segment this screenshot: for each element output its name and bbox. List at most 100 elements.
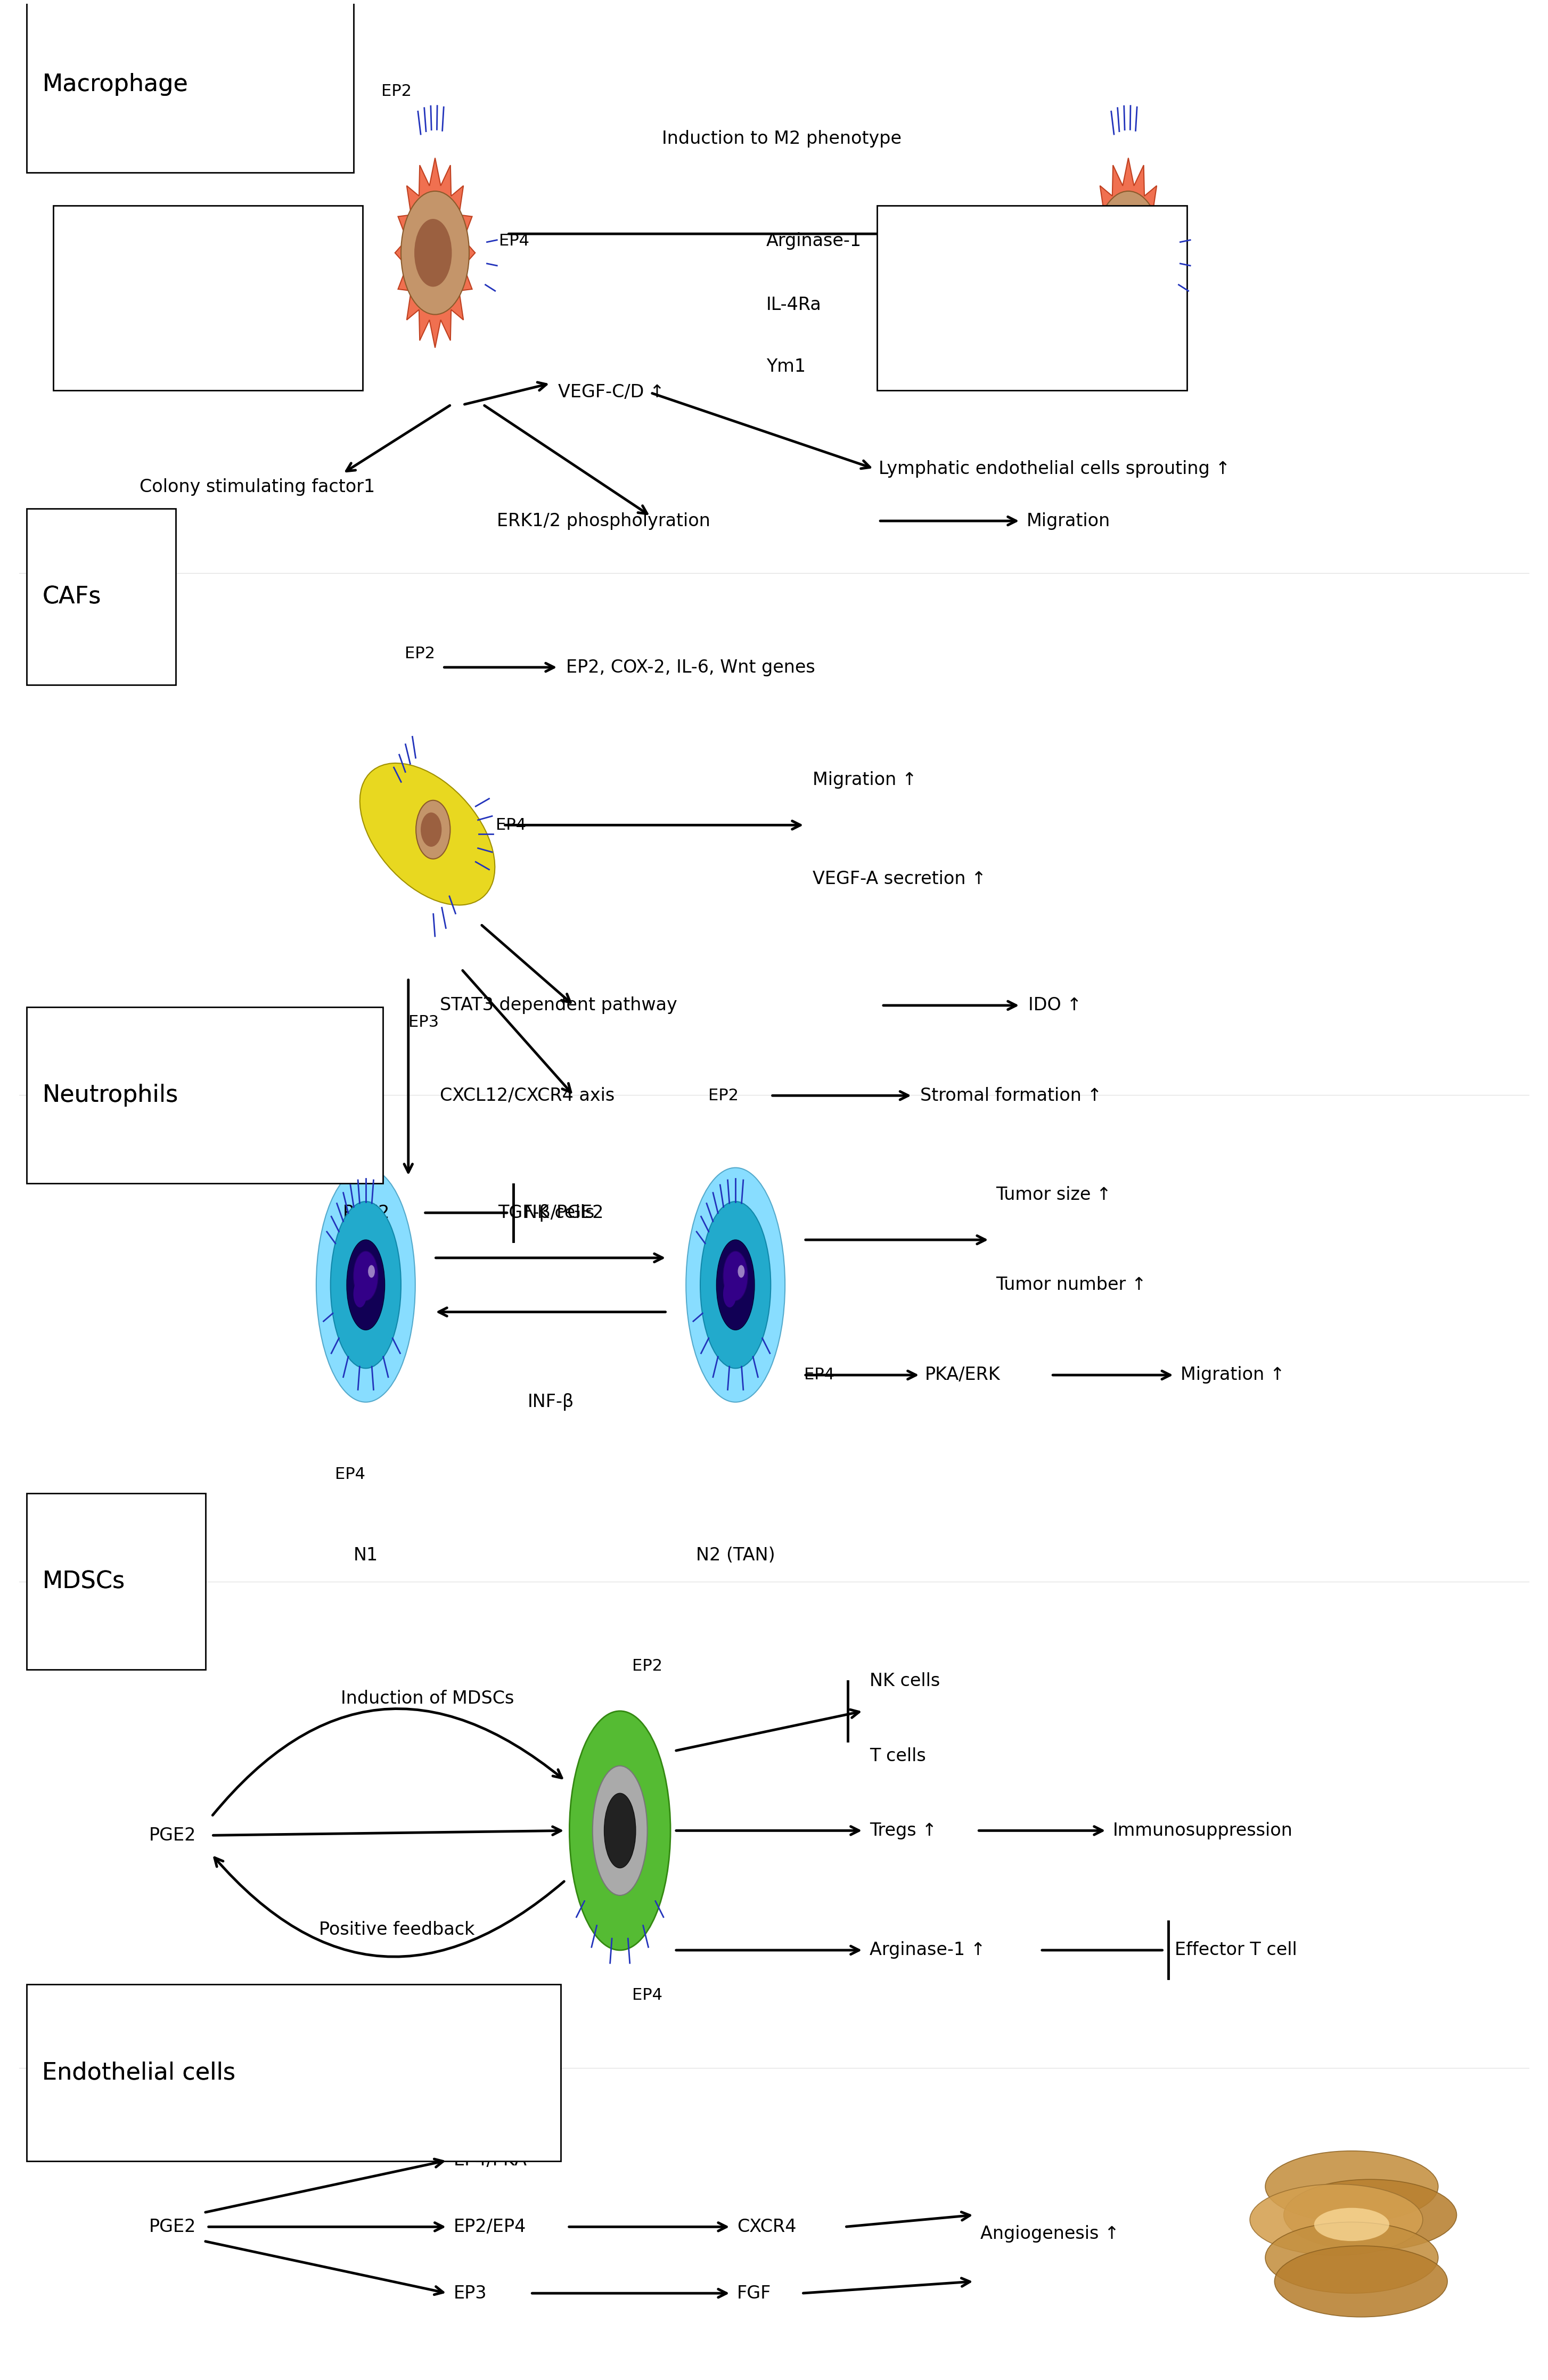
Text: Ym1: Ym1 [766, 357, 807, 376]
Text: • Tissue repair: • Tissue repair [901, 274, 1014, 288]
Text: Effector T cell: Effector T cell [1175, 1942, 1297, 1959]
Text: IL-4Ra: IL-4Ra [766, 295, 822, 314]
Text: PGE2: PGE2 [342, 1204, 390, 1221]
Ellipse shape [723, 1280, 737, 1307]
Text: • Pro-tumor: • Pro-tumor [901, 328, 992, 343]
Ellipse shape [368, 1266, 375, 1278]
Text: EP2: EP2 [381, 83, 412, 100]
Text: Induction to M2 phenotype: Induction to M2 phenotype [663, 131, 901, 148]
Text: Induction of MDSCs: Induction of MDSCs [341, 1690, 514, 1706]
Ellipse shape [347, 1240, 385, 1330]
Text: EP2, COX-2, IL-6, Wnt genes: EP2, COX-2, IL-6, Wnt genes [567, 659, 816, 676]
Text: INF-β: INF-β [528, 1392, 574, 1411]
Text: Endothelial cells: Endothelial cells [42, 2061, 235, 2085]
Text: M2 (TAM): M2 (TAM) [901, 231, 983, 250]
Text: VEGF-C/D ↑: VEGF-C/D ↑ [559, 383, 664, 400]
Text: Stromal formation ↑: Stromal formation ↑ [921, 1088, 1102, 1104]
Ellipse shape [416, 800, 450, 859]
Polygon shape [1088, 157, 1169, 347]
FancyBboxPatch shape [53, 205, 362, 390]
Polygon shape [395, 157, 475, 347]
Ellipse shape [1249, 2185, 1423, 2256]
Text: EP4/PKA: EP4/PKA [454, 2152, 526, 2168]
Text: NK cells: NK cells [523, 1204, 594, 1221]
Text: EP2/EP4: EP2/EP4 [454, 2218, 526, 2235]
Text: Macrophage: Macrophage [42, 74, 187, 95]
Text: EP4: EP4 [495, 816, 526, 833]
Text: EP4: EP4 [632, 1987, 663, 2002]
Text: PGE2: PGE2 [149, 2218, 197, 2235]
Text: EP3: EP3 [454, 2285, 486, 2301]
Text: EP2: EP2 [632, 1659, 663, 1673]
FancyBboxPatch shape [26, 0, 353, 174]
Ellipse shape [1274, 2247, 1447, 2318]
Text: Tumor size ↑: Tumor size ↑ [995, 1185, 1111, 1204]
Text: PKA/ERK: PKA/ERK [926, 1366, 1000, 1383]
FancyBboxPatch shape [26, 509, 176, 685]
Text: MDSCs: MDSCs [42, 1571, 125, 1592]
Text: Tumor number ↑: Tumor number ↑ [995, 1276, 1147, 1295]
Text: CXCR4: CXCR4 [737, 2218, 796, 2235]
Text: EP2: EP2 [339, 1088, 368, 1104]
Text: EP4: EP4 [336, 1466, 365, 1483]
Text: IDO ↑: IDO ↑ [1028, 997, 1082, 1014]
Text: Migration ↑: Migration ↑ [813, 771, 916, 788]
Text: Positive feedback: Positive feedback [319, 1921, 474, 1937]
FancyBboxPatch shape [26, 1492, 206, 1671]
Text: EP2: EP2 [404, 645, 435, 662]
Text: EP3: EP3 [409, 1014, 438, 1031]
Text: Migration ↑: Migration ↑ [1181, 1366, 1285, 1383]
Text: Endothelial cells: Endothelial cells [42, 2061, 235, 2085]
Ellipse shape [1265, 2152, 1438, 2223]
Text: PGE2: PGE2 [149, 1825, 197, 1844]
Ellipse shape [593, 1766, 647, 1894]
Text: TGF-β/PGE2: TGF-β/PGE2 [498, 1204, 604, 1221]
Text: EP4: EP4 [498, 233, 529, 248]
Text: Neutrophils: Neutrophils [42, 1083, 178, 1107]
Ellipse shape [401, 190, 469, 314]
Text: Migration: Migration [1026, 512, 1110, 531]
Ellipse shape [723, 1252, 748, 1302]
Ellipse shape [1314, 2209, 1389, 2242]
Ellipse shape [331, 1202, 401, 1368]
Text: Lymphatic endothelial cells sprouting ↑: Lymphatic endothelial cells sprouting ↑ [879, 459, 1231, 478]
Text: Colony stimulating factor1: Colony stimulating factor1 [139, 478, 375, 495]
Ellipse shape [316, 1169, 415, 1402]
Text: • Innate immune system: • Innate immune system [77, 274, 271, 288]
Text: Immunosuppression: Immunosuppression [1113, 1821, 1293, 1840]
Text: EP2: EP2 [707, 1088, 738, 1104]
Text: CAFs: CAFs [42, 585, 101, 609]
Ellipse shape [353, 1280, 367, 1307]
Ellipse shape [415, 219, 452, 286]
Ellipse shape [1108, 219, 1146, 286]
Text: Angiogenesis ↑: Angiogenesis ↑ [980, 2225, 1119, 2242]
Text: CXCL12/CXCR4 axis: CXCL12/CXCR4 axis [440, 1088, 615, 1104]
Text: EP4: EP4 [803, 1368, 834, 1383]
Ellipse shape [604, 1792, 636, 1868]
Text: NK cells: NK cells [870, 1673, 940, 1690]
Text: STAT3 dependent pathway: STAT3 dependent pathway [440, 997, 676, 1014]
Ellipse shape [353, 1252, 378, 1302]
Ellipse shape [570, 1711, 670, 1949]
Ellipse shape [700, 1202, 771, 1368]
FancyBboxPatch shape [26, 1985, 560, 2161]
Text: ERK1/2 phospholyration: ERK1/2 phospholyration [497, 512, 711, 531]
Text: Macrophage: Macrophage [42, 74, 187, 95]
Text: N1: N1 [353, 1547, 378, 1564]
FancyBboxPatch shape [26, 1007, 382, 1183]
Ellipse shape [738, 1266, 745, 1278]
Ellipse shape [717, 1240, 754, 1330]
Ellipse shape [1283, 2180, 1457, 2251]
FancyBboxPatch shape [878, 205, 1187, 390]
Ellipse shape [1265, 2223, 1438, 2294]
Ellipse shape [359, 764, 495, 904]
Text: N2 (TAN): N2 (TAN) [697, 1547, 776, 1564]
Ellipse shape [686, 1169, 785, 1402]
Text: Neutrophils: Neutrophils [42, 1083, 178, 1107]
Text: FGF: FGF [737, 2285, 771, 2301]
Text: T cells: T cells [870, 1747, 926, 1764]
Text: Arginase-1: Arginase-1 [766, 233, 862, 250]
Ellipse shape [1094, 190, 1163, 314]
Text: Tregs ↑: Tregs ↑ [870, 1821, 937, 1840]
Text: VEGF-A secretion ↑: VEGF-A secretion ↑ [813, 871, 986, 888]
